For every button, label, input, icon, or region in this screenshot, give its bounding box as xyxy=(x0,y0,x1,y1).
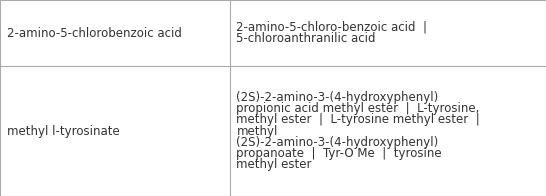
Text: methyl l-tyrosinate: methyl l-tyrosinate xyxy=(7,125,120,138)
Text: 2-amino-5-chloro-benzoic acid  |: 2-amino-5-chloro-benzoic acid | xyxy=(236,21,428,34)
Text: (2S)-2-amino-3-(4-hydroxyphenyl): (2S)-2-amino-3-(4-hydroxyphenyl) xyxy=(236,136,438,149)
Text: methyl ester  |  L-tyrosine methyl ester  |: methyl ester | L-tyrosine methyl ester | xyxy=(236,113,480,126)
Text: methyl: methyl xyxy=(236,125,278,138)
Text: 5-chloroanthranilic acid: 5-chloroanthranilic acid xyxy=(236,32,376,45)
Text: methyl ester: methyl ester xyxy=(236,158,312,171)
Text: propanoate  |  Tyr-O Me  |  tyrosine: propanoate | Tyr-O Me | tyrosine xyxy=(236,147,442,160)
Text: (2S)-2-amino-3-(4-hydroxyphenyl): (2S)-2-amino-3-(4-hydroxyphenyl) xyxy=(236,91,438,104)
Text: 2-amino-5-chlorobenzoic acid: 2-amino-5-chlorobenzoic acid xyxy=(7,27,181,40)
Text: propionic acid methyl ester  |  L-tyrosine,: propionic acid methyl ester | L-tyrosine… xyxy=(236,102,480,115)
